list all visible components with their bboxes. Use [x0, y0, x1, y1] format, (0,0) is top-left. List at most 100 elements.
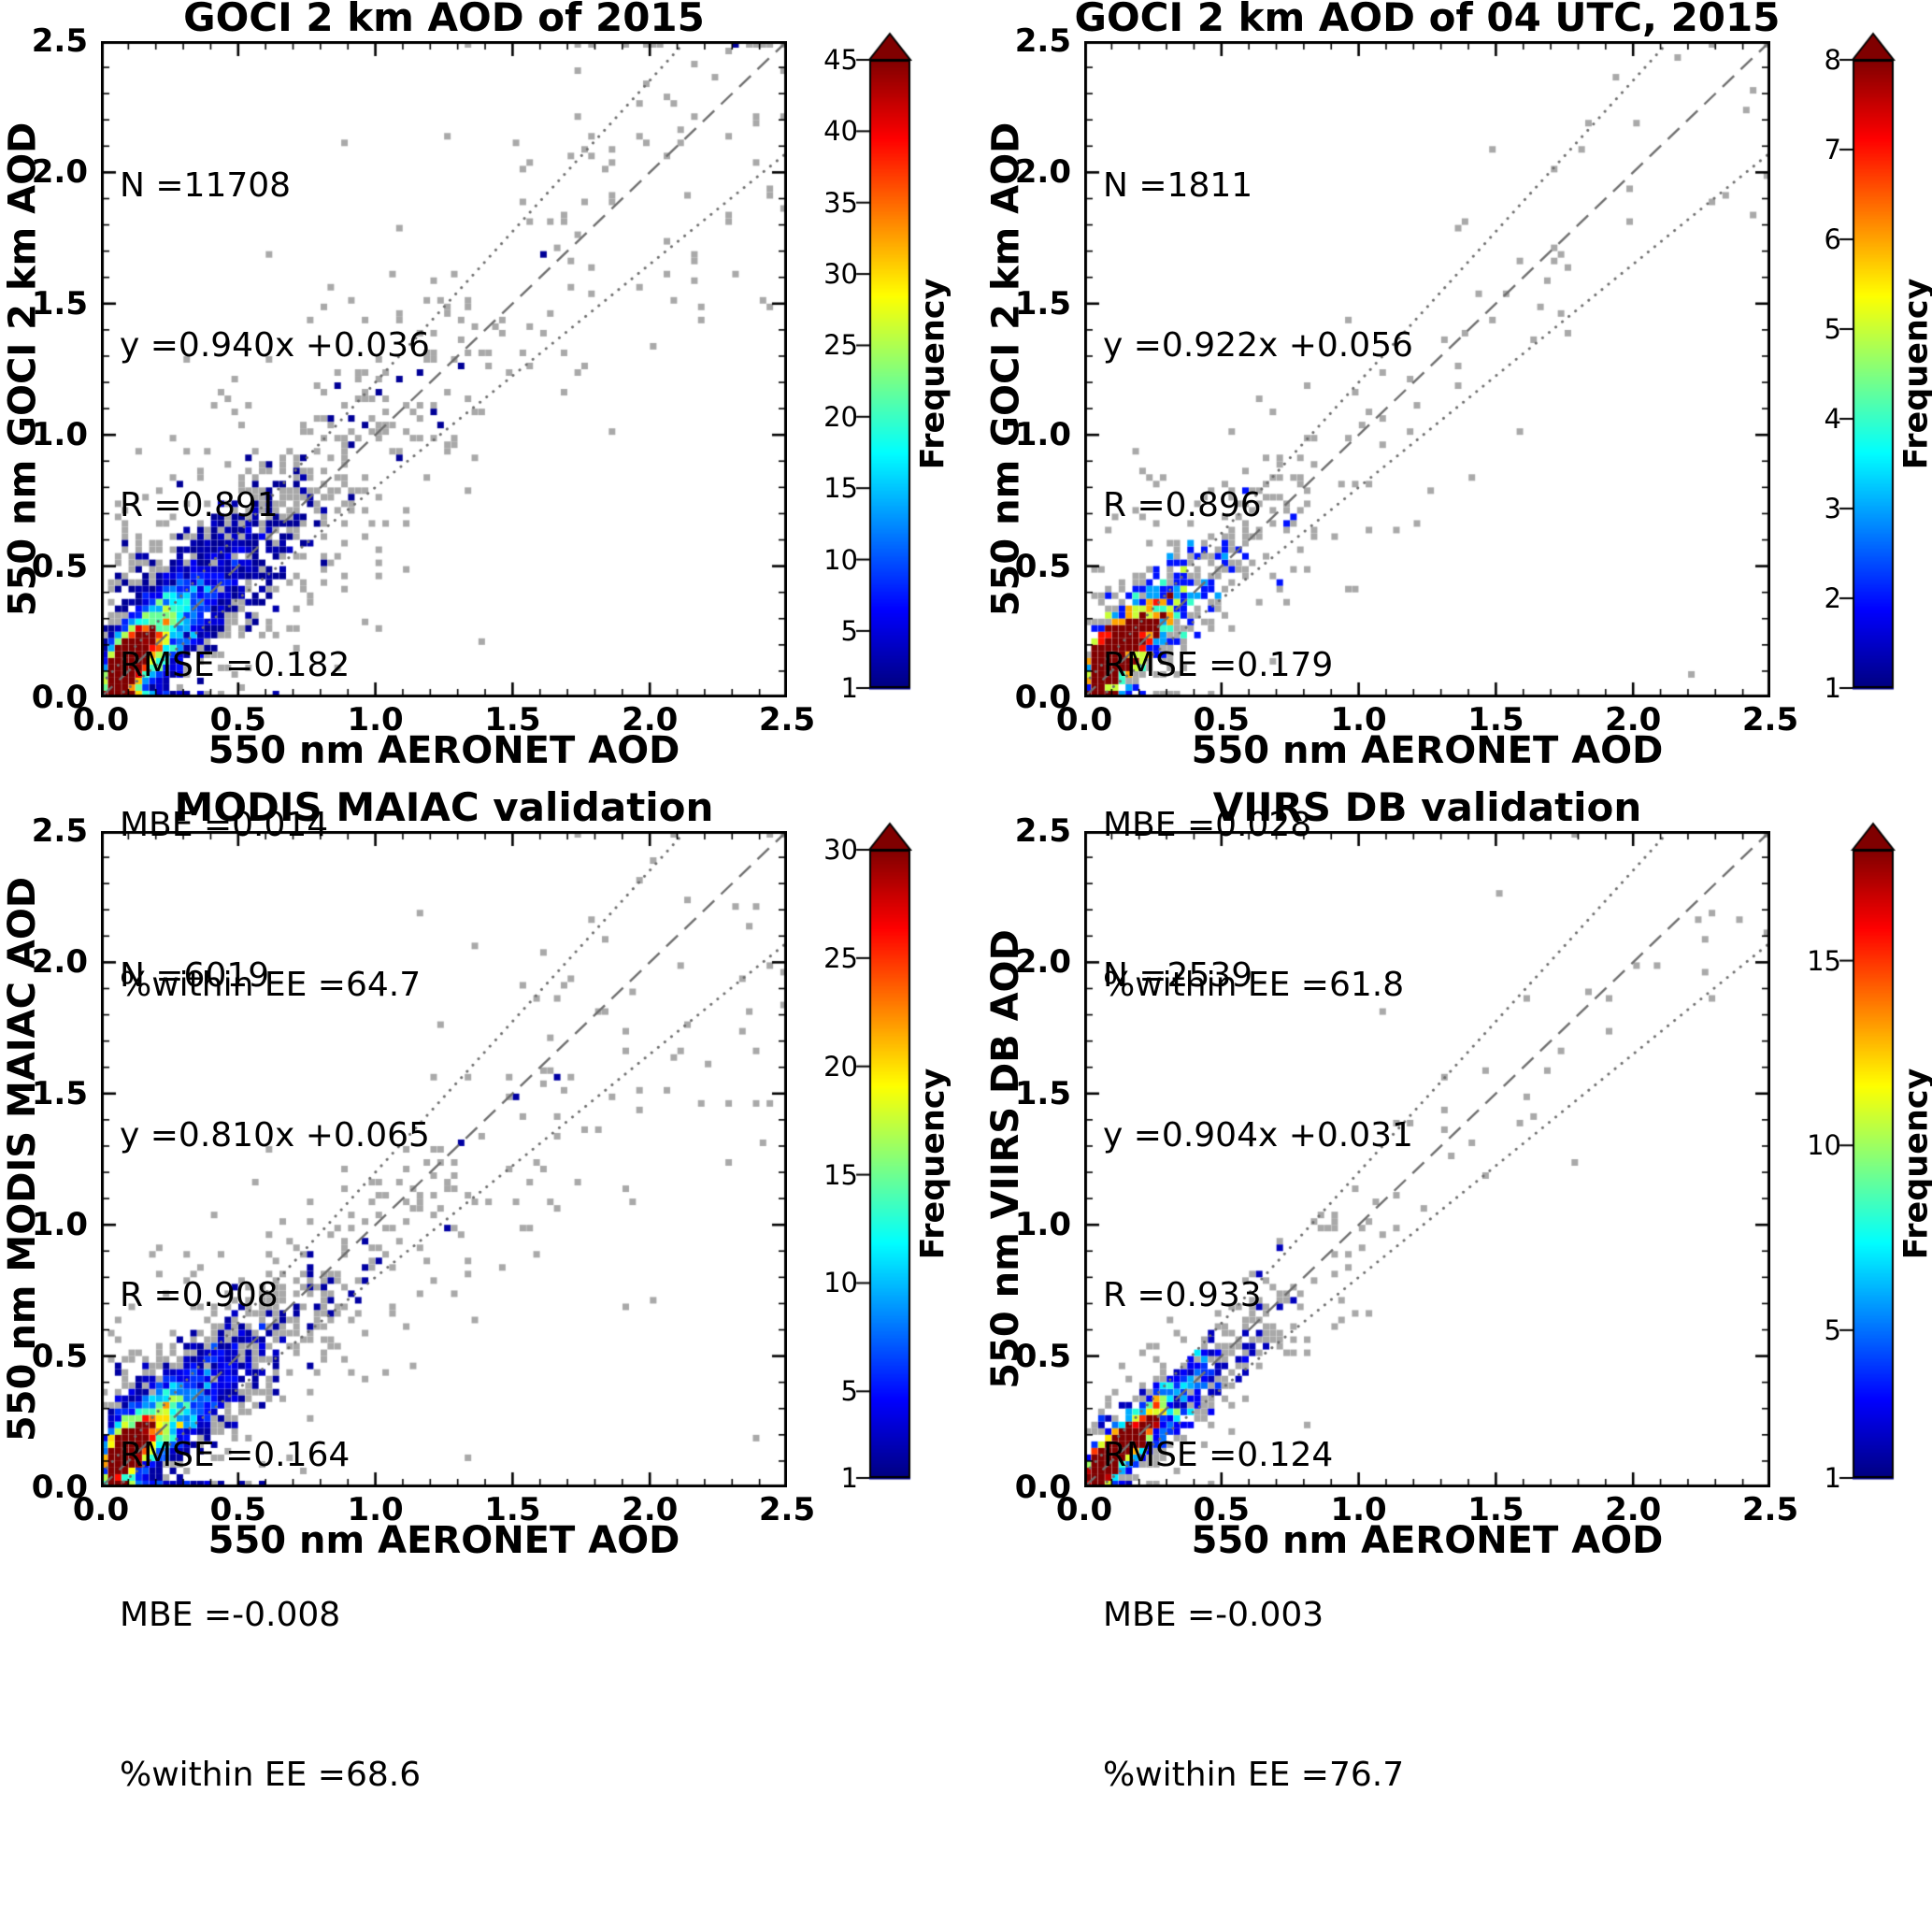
- x-axis-label: 550 nm AERONET AOD: [208, 1519, 680, 1562]
- colorbar-label-text: Frequency: [914, 278, 952, 470]
- x-axis-label: 550 nm AERONET AOD: [208, 729, 680, 772]
- scatter-plot-canvas: [1084, 41, 1770, 697]
- colorbar-tick-label: 10: [823, 543, 858, 576]
- stat-line-mbe: MBE =-0.008: [120, 1596, 341, 1634]
- y-tick-label: 1.0: [1014, 416, 1071, 454]
- colorbar-tick-label: 45: [823, 44, 858, 76]
- y-tick-label: 0.0: [31, 1469, 88, 1506]
- stat-line-r: R =0.891: [120, 486, 279, 524]
- x-tick-label: 1.5: [484, 1491, 541, 1528]
- x-tick-label: 2.5: [758, 701, 816, 739]
- stat-line-fit: y =0.810x +0.065: [120, 1116, 430, 1155]
- stat-line-rmse: RMSE =0.124: [1103, 1436, 1334, 1474]
- colorbar-canvas: [1838, 820, 1896, 1485]
- colorbar-tick-label: 5: [840, 614, 858, 647]
- colorbar-canvas: [1838, 30, 1896, 696]
- colorbar-tick-label: 30: [823, 834, 858, 866]
- y-axis-label: 550 nm MODIS MAIAC AOD: [1, 831, 44, 1487]
- x-tick-label: 0.0: [1055, 701, 1113, 739]
- colorbar-tick-label: 1: [840, 672, 858, 704]
- colorbar-canvas: [854, 30, 912, 696]
- colorbar-tick-label: 20: [823, 400, 858, 433]
- x-tick-label: 0.0: [1055, 1491, 1113, 1528]
- x-tick-label: 1.0: [1330, 701, 1387, 739]
- colorbar-tick-label: 20: [823, 1050, 858, 1083]
- x-tick-label: 1.0: [347, 701, 404, 739]
- y-tick-label: 2.0: [1014, 153, 1071, 192]
- x-tick-label: 1.5: [484, 701, 541, 739]
- y-axis-label: 550 nm GOCI 2 km AOD: [984, 41, 1027, 697]
- y-tick-label: 2.0: [1014, 943, 1071, 982]
- colorbar-label-text: Frequency: [1897, 1068, 1932, 1260]
- y-tick-label: 1.5: [31, 284, 88, 323]
- colorbar-tick-label: 5: [840, 1375, 858, 1408]
- x-axis-label: 550 nm AERONET AOD: [1191, 729, 1664, 772]
- y-tick-label: 1.0: [1014, 1206, 1071, 1244]
- y-axis-label-text: 550 nm VIIRS DB AOD: [984, 929, 1028, 1389]
- colorbar-tick-label: 4: [1824, 403, 1841, 435]
- panel-viirs-db-validation: VIIRS DB validation 550 nm VIIRS DB AOD …: [984, 786, 1932, 1795]
- colorbar-tick-label: 30: [823, 258, 858, 291]
- colorbar-label: Frequency: [912, 60, 953, 688]
- colorbar-canvas: [854, 820, 912, 1485]
- y-tick-label: 0.5: [1014, 1337, 1071, 1375]
- y-tick-label: 0.0: [1014, 1469, 1071, 1506]
- panel-goci-2km-aod-04utc-2015: GOCI 2 km AOD of 04 UTC, 2015 550 nm GOC…: [984, 0, 1932, 1004]
- stat-line-mbe: MBE =-0.003: [1103, 1596, 1324, 1634]
- stat-line-rmse: RMSE =0.182: [120, 646, 351, 684]
- colorbar-tick-label: 25: [823, 941, 858, 974]
- x-tick-label: 2.5: [758, 1491, 816, 1528]
- y-tick-label: 0.0: [1014, 679, 1071, 716]
- colorbar-tick-label: 6: [1824, 223, 1841, 255]
- panel-title: GOCI 2 km AOD of 2015: [183, 0, 705, 40]
- x-tick-label: 2.0: [1605, 1491, 1662, 1528]
- y-tick-label: 2.5: [31, 812, 88, 850]
- x-tick-label: 1.0: [1330, 1491, 1387, 1528]
- colorbar-tick-label: 2: [1824, 582, 1841, 614]
- y-tick-label: 1.5: [1014, 1074, 1071, 1112]
- colorbar-label-text: Frequency: [1897, 278, 1932, 470]
- colorbar-tick-label: 10: [1807, 1129, 1841, 1162]
- panel-modis-maiac-validation: MODIS MAIAC validation 550 nm MODIS MAIA…: [1, 786, 952, 1795]
- colorbar-label: Frequency: [1896, 60, 1932, 688]
- x-tick-label: 0.5: [1193, 701, 1250, 739]
- x-tick-label: 0.5: [209, 701, 266, 739]
- x-tick-label: 0.0: [72, 1491, 130, 1528]
- colorbar-tick-label: 5: [1824, 1313, 1841, 1346]
- colorbar-tick-label: 1: [1824, 1462, 1841, 1494]
- y-tick-label: 1.0: [31, 416, 88, 454]
- stat-line-fit: y =0.922x +0.056: [1103, 326, 1413, 365]
- colorbar-tick-label: 1: [840, 1462, 858, 1494]
- colorbar-tick-label: 35: [823, 186, 858, 219]
- y-axis-label-text: 550 nm GOCI 2 km AOD: [1, 122, 45, 617]
- colorbar-label-text: Frequency: [914, 1068, 952, 1260]
- x-tick-label: 1.5: [1467, 1491, 1524, 1528]
- stat-line-r: R =0.933: [1103, 1276, 1262, 1314]
- y-tick-label: 2.5: [1014, 812, 1071, 850]
- stat-line-n: N =1811: [1103, 166, 1253, 205]
- panel-title: MODIS MAIAC validation: [174, 784, 714, 830]
- y-axis-label: 550 nm VIIRS DB AOD: [984, 831, 1027, 1487]
- stat-line-fit: y =0.904x +0.031: [1103, 1116, 1413, 1155]
- x-tick-label: 2.0: [622, 1491, 679, 1528]
- panel-title: VIIRS DB validation: [1212, 784, 1642, 830]
- panel-goci-2km-aod-2015: GOCI 2 km AOD of 2015 550 nm GOCI 2 km A…: [1, 0, 952, 1004]
- panel-title: GOCI 2 km AOD of 04 UTC, 2015: [1074, 0, 1781, 40]
- y-tick-label: 0.5: [31, 1337, 88, 1375]
- x-tick-label: 2.0: [622, 701, 679, 739]
- scatter-plot-canvas: [101, 831, 787, 1487]
- x-tick-label: 0.5: [209, 1491, 266, 1528]
- stat-line-n: N =2539: [1103, 956, 1253, 995]
- stat-line-ee: %within EE =68.6: [120, 1756, 422, 1794]
- scatter-plot-canvas: [101, 41, 787, 697]
- x-tick-label: 2.5: [1741, 701, 1799, 739]
- colorbar-tick-label: 1: [1824, 672, 1841, 704]
- y-axis-label-text: 550 nm GOCI 2 km AOD: [984, 122, 1028, 617]
- y-tick-label: 0.5: [31, 547, 88, 585]
- colorbar-label: Frequency: [1896, 850, 1932, 1478]
- scatter-plot-canvas: [1084, 831, 1770, 1487]
- stat-line-n: N =11708: [120, 166, 292, 205]
- y-tick-label: 0.5: [1014, 547, 1071, 585]
- x-tick-label: 0.0: [72, 701, 130, 739]
- colorbar-tick-label: 15: [823, 1158, 858, 1191]
